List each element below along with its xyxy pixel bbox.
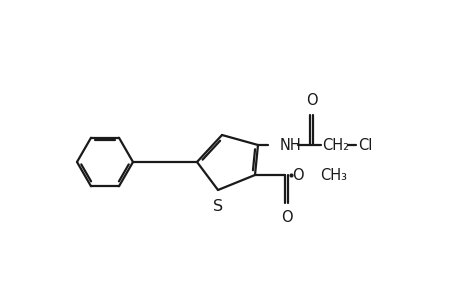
Text: NH: NH	[280, 137, 301, 152]
Text: CH₃: CH₃	[319, 167, 346, 182]
Text: Cl: Cl	[357, 137, 372, 152]
Text: O: O	[305, 93, 317, 108]
Text: O: O	[280, 210, 291, 225]
Text: O: O	[291, 167, 303, 182]
Text: S: S	[213, 199, 223, 214]
Text: CH₂: CH₂	[321, 137, 348, 152]
